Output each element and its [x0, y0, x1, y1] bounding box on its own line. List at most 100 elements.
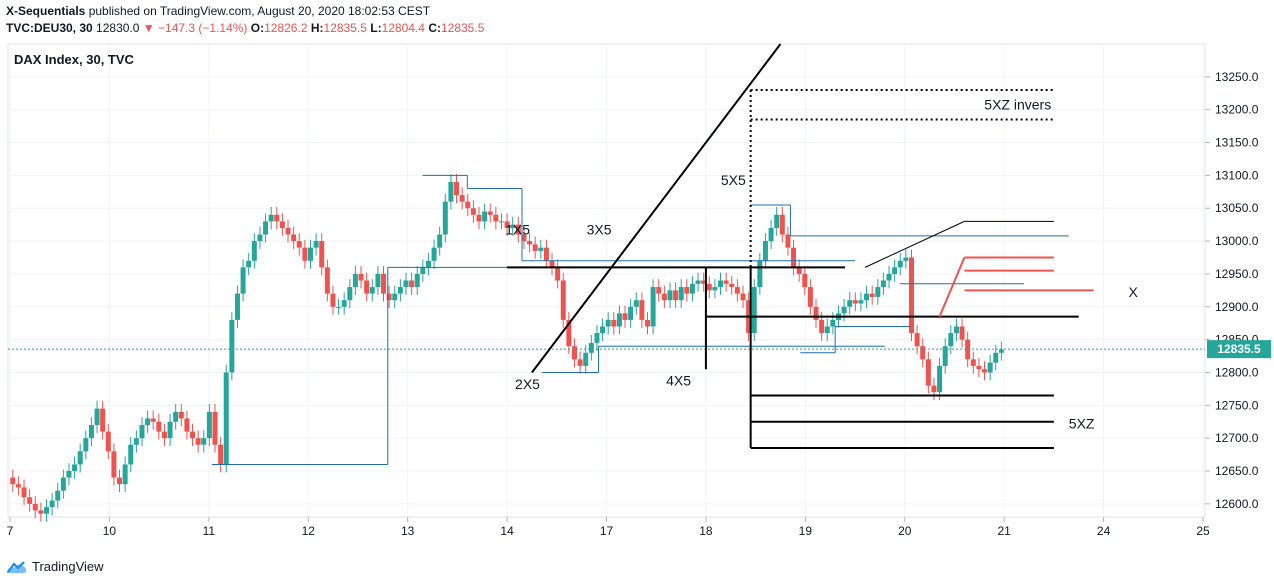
- y-tick-label: 13050.0: [1215, 201, 1259, 215]
- candle-body: [813, 306, 819, 320]
- candle-body: [358, 273, 364, 281]
- candle-body: [661, 293, 667, 301]
- candle-body: [77, 451, 83, 465]
- x-tick-label: 19: [799, 524, 813, 538]
- symbol-label[interactable]: TVC:DEU30, 30: [6, 21, 93, 35]
- candle-body: [161, 431, 167, 439]
- y-tick-label: 13100.0: [1215, 168, 1259, 182]
- candle-body: [807, 287, 813, 307]
- candle-body: [656, 287, 662, 294]
- candle-body: [296, 241, 302, 248]
- candle-body: [60, 477, 66, 491]
- candle-body: [880, 280, 886, 288]
- candle-body: [72, 464, 78, 472]
- candle-body: [667, 290, 673, 301]
- candle-body: [386, 293, 392, 301]
- candle-body: [532, 244, 538, 251]
- tradingview-logo-icon[interactable]: [6, 560, 28, 574]
- candle-body: [279, 221, 285, 228]
- candle-body: [633, 300, 639, 307]
- candle-body: [448, 181, 454, 202]
- label-5x5: 5X5: [721, 172, 746, 188]
- y-tick-label: 13150.0: [1215, 136, 1259, 150]
- y-tick-label: 12650.0: [1215, 464, 1259, 478]
- y-tick-label: 12700.0: [1215, 431, 1259, 445]
- candle-body: [684, 287, 690, 294]
- candle-body: [212, 411, 218, 445]
- candle-body: [420, 267, 426, 274]
- candle-body: [257, 234, 263, 242]
- candle-body: [336, 306, 342, 308]
- candle-body: [437, 234, 443, 248]
- candle-body: [190, 431, 196, 439]
- candle-body: [869, 293, 875, 297]
- candle-body: [998, 349, 1004, 353]
- candle-body: [307, 247, 313, 261]
- candle-body: [431, 247, 437, 261]
- candle-body: [10, 477, 16, 485]
- label-2x5: 2X5: [515, 376, 540, 392]
- candle-body: [673, 290, 679, 301]
- y-tick-label: 13250.0: [1215, 70, 1259, 84]
- candle-body: [948, 333, 954, 347]
- candle-body: [347, 287, 353, 301]
- candle-body: [588, 342, 594, 353]
- down-arrow-icon: ▼: [142, 21, 155, 35]
- brand-label[interactable]: TradingView: [32, 559, 104, 574]
- candle-body: [571, 346, 577, 360]
- candle-body: [178, 411, 184, 419]
- candle-body: [959, 326, 965, 340]
- y-tick-label: 12750.0: [1215, 398, 1259, 412]
- label-4x5: 4X5: [666, 373, 691, 389]
- candle-body: [201, 438, 207, 445]
- candle-body: [274, 214, 280, 222]
- candle-body: [27, 497, 33, 504]
- candle-body: [970, 359, 976, 366]
- x-tick-label: 18: [699, 524, 713, 538]
- candle-body: [942, 346, 948, 366]
- candle-body: [251, 241, 257, 261]
- candle-body: [555, 267, 561, 281]
- candle-body: [291, 234, 297, 242]
- candle-body: [341, 300, 347, 307]
- candle-body: [645, 319, 651, 327]
- candle-body: [425, 260, 431, 268]
- candle-body: [757, 260, 763, 288]
- candle-body: [302, 247, 308, 261]
- candle-body: [628, 306, 634, 320]
- candle-body: [830, 319, 836, 327]
- candle-body: [38, 510, 44, 514]
- candle-body: [549, 260, 555, 268]
- candle-body: [734, 287, 740, 294]
- candle-body: [156, 421, 162, 432]
- chart-svg[interactable]: 12600.012650.012700.012750.012800.012850…: [0, 40, 1274, 546]
- candle-body: [369, 287, 375, 294]
- candle-body: [498, 221, 504, 223]
- candle-body: [324, 267, 330, 294]
- candle-body: [819, 319, 825, 334]
- candle-body: [352, 273, 358, 288]
- candle-body: [55, 490, 61, 501]
- candle-body: [583, 352, 589, 366]
- candle-body: [914, 333, 920, 347]
- candle-body: [246, 260, 252, 268]
- candle-body: [864, 293, 870, 301]
- label-3x5: 3X5: [587, 222, 612, 238]
- candle-body: [908, 257, 914, 334]
- candle-body: [94, 408, 100, 426]
- candle-body: [768, 227, 774, 242]
- candle-body: [560, 280, 566, 320]
- publisher-name[interactable]: X-Sequentials: [6, 4, 86, 18]
- candle-body: [785, 234, 791, 248]
- low-value: 12804.4: [381, 21, 425, 35]
- y-tick-label: 13000.0: [1215, 234, 1259, 248]
- candle-body: [392, 293, 398, 301]
- chart-area[interactable]: 12600.0 12650.0 12700.0 12750.0 12800.0 12850…: [0, 40, 1274, 546]
- last-price: 12830.0: [96, 21, 140, 35]
- price-label-box: [1207, 340, 1271, 359]
- candle-body: [504, 221, 510, 228]
- x-tick-label: 17: [600, 524, 614, 538]
- candle-body: [364, 280, 370, 294]
- candle-body: [802, 273, 808, 288]
- candle-body: [223, 372, 229, 465]
